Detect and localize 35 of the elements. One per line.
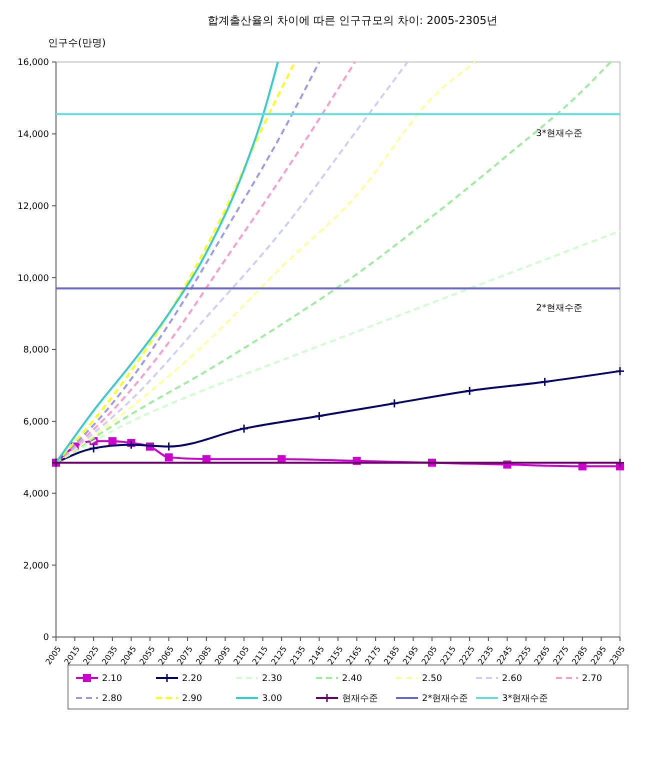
legend-label: 2.10 <box>102 674 122 684</box>
legend-label: 3.00 <box>262 694 282 704</box>
legend-label: 2.40 <box>342 674 362 684</box>
chart-title: 합계출산율의 차이에 따른 인구규모의 차이: 2005-2305년 <box>207 14 498 27</box>
legend-label: 2.70 <box>582 674 602 684</box>
point <box>164 453 173 462</box>
y-tick-label: 12,000 <box>18 202 50 212</box>
legend-label: 2.30 <box>262 674 282 684</box>
y-tick-label: 4,000 <box>23 489 50 500</box>
point <box>540 377 550 387</box>
legend-label: 2.50 <box>422 674 442 684</box>
y-tick-label: 10,000 <box>18 274 50 284</box>
legend-label: 2.90 <box>182 694 202 704</box>
y-tick-label: 8,000 <box>23 346 50 356</box>
y-tick-label: 16,000 <box>18 58 50 68</box>
legend-label: 현재수준 <box>342 694 378 704</box>
y-tick-label: 2,000 <box>23 561 50 572</box>
y-tick-label: 0 <box>43 633 50 644</box>
annotation: 2*현재수준 <box>536 303 582 314</box>
point <box>314 411 324 421</box>
y-axis-title: 인구수(만명) <box>48 38 106 49</box>
legend-label: 2*현재수준 <box>422 694 468 704</box>
legend-label: 2.80 <box>102 694 122 704</box>
y-tick-label: 14,000 <box>18 130 50 140</box>
point <box>239 424 249 434</box>
legend-label: 2.20 <box>182 674 202 684</box>
point <box>390 398 400 408</box>
point <box>615 366 625 376</box>
legend-label: 2.60 <box>502 674 522 684</box>
point <box>88 444 98 454</box>
annotation: 3*현재수준 <box>536 129 582 140</box>
point <box>108 437 116 446</box>
legend-label: 3*현재수준 <box>502 694 548 704</box>
y-tick-label: 6,000 <box>23 418 50 428</box>
point <box>464 386 474 396</box>
